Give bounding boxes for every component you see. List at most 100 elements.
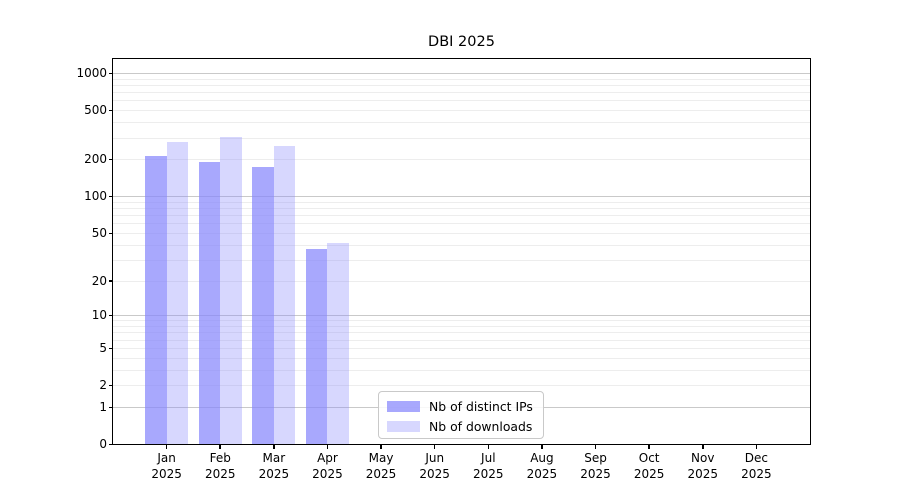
x-tick — [755, 444, 758, 449]
y-gridline-minor — [113, 332, 810, 334]
y-tick — [108, 443, 113, 446]
x-tick-year: 2025 — [419, 467, 450, 481]
chart-title: DBI 2025 — [428, 34, 495, 50]
x-tick — [326, 444, 329, 449]
x-tick-month: Sep — [584, 451, 607, 465]
y-gridline-minor — [113, 326, 810, 327]
x-tick-label: Jan 2025 — [137, 450, 197, 482]
x-tick — [165, 444, 168, 449]
bar-jan-distinct-ips — [145, 155, 167, 445]
legend-label-downloads: Nb of downloads — [429, 419, 533, 434]
x-tick — [702, 444, 704, 449]
x-tick-month: Nov — [691, 451, 715, 465]
x-tick-year: 2025 — [741, 467, 772, 481]
x-tick-month: Apr — [317, 451, 338, 465]
x-tick-year: 2025 — [312, 467, 343, 481]
x-tick — [433, 444, 436, 449]
legend-swatch-distinct-ips — [387, 400, 420, 413]
y-tick-label: 500 — [84, 103, 107, 118]
bar-jan-downloads — [166, 141, 189, 445]
y-tick-label: 10 — [91, 308, 107, 323]
y-gridline-minor — [113, 385, 810, 386]
x-tick-label: Mar 2025 — [244, 450, 304, 482]
y-tick — [108, 72, 113, 75]
x-tick — [487, 444, 490, 449]
y-gridline-minor — [113, 110, 810, 112]
y-tick — [108, 406, 113, 409]
y-tick-label: 0 — [99, 437, 107, 451]
x-tick-label: Dec 2025 — [726, 450, 786, 482]
y-gridline-minor — [113, 259, 810, 261]
x-tick-month: Jul — [481, 451, 496, 465]
x-tick-month: Feb — [209, 451, 231, 465]
y-gridline-major — [113, 72, 810, 74]
y-gridline-minor — [113, 320, 810, 322]
y-tick-label: 100 — [84, 189, 107, 204]
y-gridline-minor — [113, 339, 810, 341]
x-tick-label: Nov 2025 — [673, 450, 733, 482]
x-tick-year: 2025 — [258, 467, 290, 481]
x-tick — [219, 444, 221, 449]
y-gridline-minor — [113, 122, 810, 124]
x-tick-year: 2025 — [633, 467, 665, 481]
x-tick-label: Oct 2025 — [619, 450, 679, 482]
y-tick-label: 1 — [99, 399, 107, 414]
y-gridline-major — [113, 315, 810, 317]
x-tick-year: 2025 — [151, 467, 182, 481]
y-tick-label: 20 — [91, 273, 107, 288]
y-tick-label: 5 — [99, 340, 107, 355]
y-gridline-minor — [113, 244, 810, 246]
y-gridline-minor — [113, 92, 810, 94]
x-tick — [273, 444, 275, 449]
y-gridline-minor — [113, 137, 810, 139]
y-tick — [108, 280, 113, 282]
x-tick — [594, 444, 597, 449]
y-gridline-minor — [113, 201, 810, 203]
bar-feb-distinct-ips — [198, 162, 221, 445]
bar-mar-distinct-ips — [252, 166, 274, 445]
legend: Nb of distinct IPs Nb of downloads — [378, 391, 544, 439]
x-tick-year: 2025 — [473, 467, 504, 481]
x-tick-year: 2025 — [687, 467, 719, 481]
x-tick-month: May — [368, 451, 394, 465]
y-tick — [108, 347, 113, 350]
y-gridline-minor — [113, 100, 810, 102]
y-tick-label: 200 — [84, 152, 107, 167]
y-tick — [108, 384, 113, 387]
bar-apr-distinct-ips — [305, 249, 328, 445]
y-gridline-minor — [113, 280, 810, 282]
x-tick — [380, 444, 382, 449]
y-tick-label: 50 — [91, 225, 107, 240]
x-tick-label: May 2025 — [351, 450, 411, 482]
x-tick-label: Jul 2025 — [458, 450, 518, 482]
bar-feb-downloads — [220, 137, 242, 445]
x-tick-month: Dec — [744, 451, 768, 465]
bar-mar-downloads — [273, 145, 296, 445]
y-gridline-minor — [113, 208, 810, 209]
y-tick-label: 2 — [99, 378, 107, 392]
y-gridline-minor — [113, 159, 810, 161]
bar-apr-downloads — [327, 242, 349, 445]
x-tick-label: Sep 2025 — [566, 450, 626, 482]
y-gridline-minor — [113, 215, 810, 217]
legend-swatch-downloads — [387, 420, 420, 433]
y-tick — [108, 195, 113, 198]
y-gridline-minor — [113, 369, 810, 371]
x-tick — [648, 444, 650, 449]
legend-label-distinct-ips: Nb of distinct IPs — [429, 399, 533, 414]
legend-item-downloads: Nb of downloads — [387, 418, 535, 435]
plot-area — [113, 59, 810, 445]
x-tick-month: Aug — [530, 451, 554, 465]
x-tick-label: Aug 2025 — [512, 450, 572, 482]
x-tick-month: Jan — [157, 451, 176, 465]
y-tick — [108, 158, 113, 161]
y-gridline-minor — [113, 357, 810, 359]
x-tick-label: Jun 2025 — [405, 450, 465, 482]
y-gridline-minor — [113, 347, 810, 349]
y-gridline-minor — [113, 223, 810, 225]
y-tick — [108, 314, 113, 317]
y-gridline-minor — [113, 78, 810, 80]
x-tick-label: Feb 2025 — [190, 450, 250, 482]
x-tick-year: 2025 — [526, 467, 558, 481]
